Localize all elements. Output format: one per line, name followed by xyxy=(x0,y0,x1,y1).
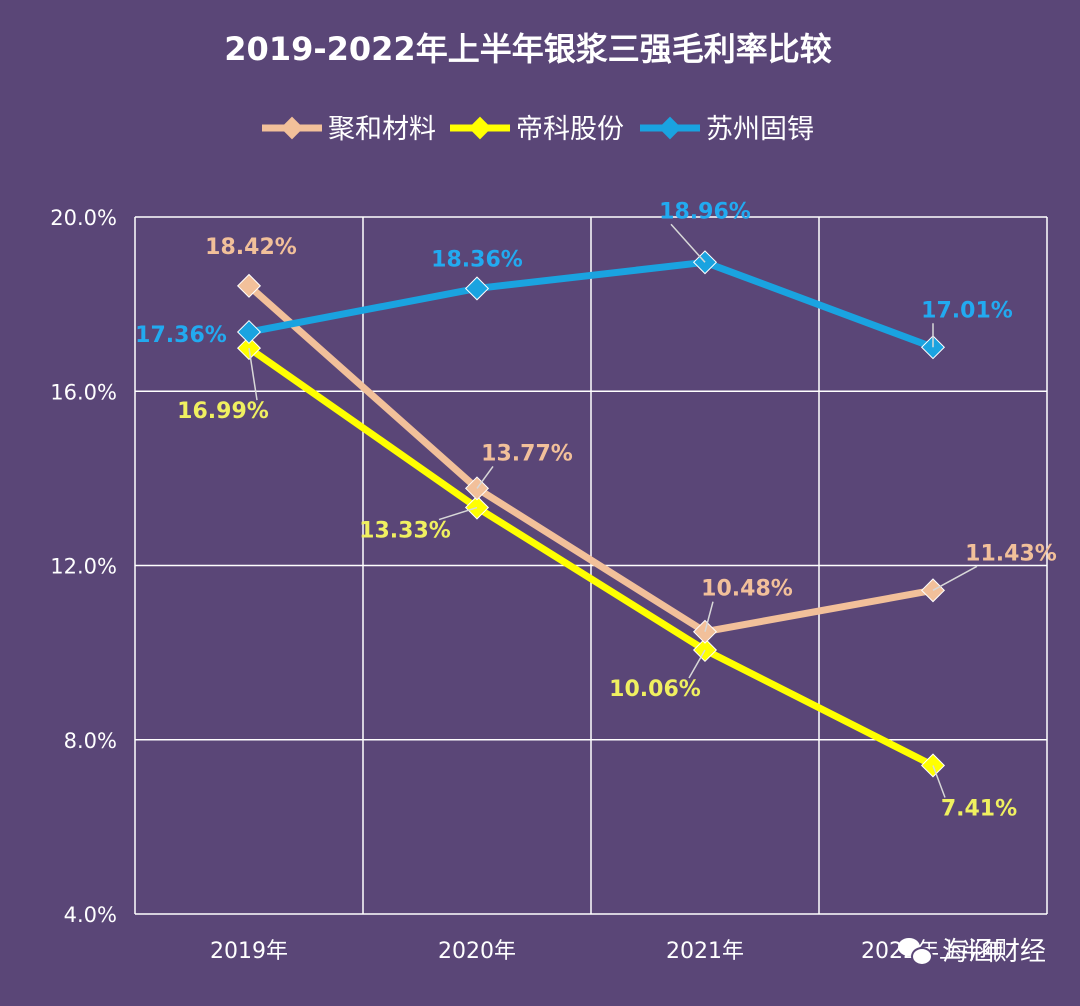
y-tick-label: 16.0% xyxy=(50,380,117,404)
y-axis: 4.0% 8.0% 12.0% 16.0% 20.0% xyxy=(50,206,117,927)
series-line xyxy=(245,344,937,769)
y-tick-label: 20.0% xyxy=(50,206,117,230)
watermark: 海涵财经 xyxy=(897,931,1046,968)
data-label: 17.01% xyxy=(921,298,1013,323)
data-label: 13.33% xyxy=(359,519,451,544)
series-point xyxy=(236,273,262,298)
leader-line xyxy=(248,348,258,401)
leader-line xyxy=(438,506,478,521)
legend-marker xyxy=(468,116,492,140)
legend-marker xyxy=(280,116,304,140)
x-axis: 2019年 2020年 2021年 2022年上半年 xyxy=(210,939,1005,964)
x-tick-label: 2020年 xyxy=(438,939,516,964)
leader-line xyxy=(476,465,494,489)
leader-line xyxy=(932,765,946,798)
data-label: 18.96% xyxy=(659,199,751,224)
leader-line xyxy=(670,223,706,263)
legend-label: 苏州固锝 xyxy=(706,114,814,145)
series-line xyxy=(245,258,937,351)
data-label: 10.06% xyxy=(609,677,701,702)
legend-item: 帝科股份 xyxy=(450,114,624,145)
wechat-icon xyxy=(897,936,933,966)
chart-title: 2019-2022年上半年银浆三强毛利率比较 xyxy=(224,30,831,68)
legend-marker xyxy=(658,116,682,140)
legend-item: 聚和材料 xyxy=(262,114,436,145)
leader-line xyxy=(932,565,978,591)
series-point xyxy=(236,319,262,345)
data-label: 7.41% xyxy=(941,796,1017,821)
data-label: 10.48% xyxy=(701,577,793,602)
grid xyxy=(134,216,1048,915)
legend-item: 苏州固锝 xyxy=(640,114,814,145)
data-label: 18.36% xyxy=(431,247,523,272)
data-label: 17.36% xyxy=(135,323,227,348)
y-tick-label: 12.0% xyxy=(50,555,117,579)
legend-label: 帝科股份 xyxy=(516,114,624,145)
series-point xyxy=(464,276,490,301)
x-tick-label: 2019年 xyxy=(210,939,288,964)
series-line xyxy=(245,282,937,636)
data-label: 16.99% xyxy=(177,399,269,424)
data-label: 18.42% xyxy=(205,235,297,260)
legend-label: 聚和材料 xyxy=(328,114,436,145)
leader-line xyxy=(688,649,706,679)
y-tick-label: 4.0% xyxy=(64,903,117,927)
x-tick-label: 2021年 xyxy=(666,939,744,964)
data-labels: 18.42% 13.77% 10.48% 11.43% 16.99% 13.33% 10.0… xyxy=(135,199,1057,821)
data-label: 11.43% xyxy=(965,541,1057,566)
watermark-text: 海涵财经 xyxy=(941,937,1046,967)
data-label: 13.77% xyxy=(481,441,573,466)
y-tick-label: 8.0% xyxy=(64,729,117,753)
leader-line xyxy=(704,601,714,632)
legend: 聚和材料 帝科股份 苏州固锝 xyxy=(262,114,814,145)
x-tick-label: 2022年上半年 xyxy=(861,939,1005,964)
series-layer xyxy=(236,250,946,778)
